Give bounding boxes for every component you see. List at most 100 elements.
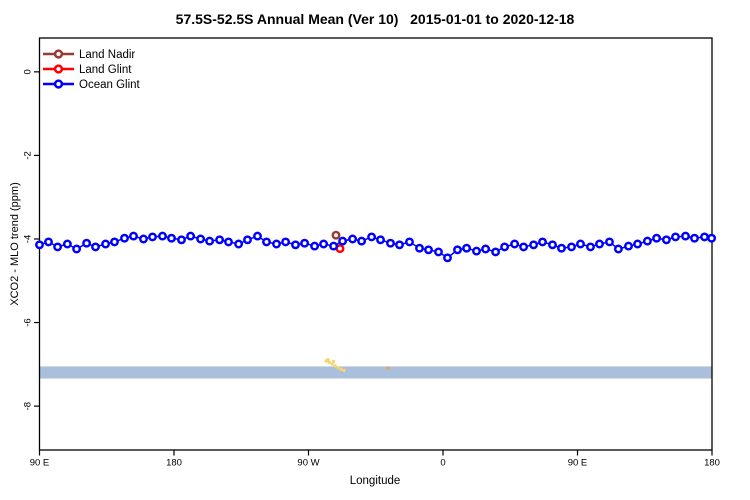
data-point-ocean-glint bbox=[624, 241, 633, 251]
data-point-ocean-glint bbox=[186, 231, 196, 241]
data-point-ocean-glint bbox=[586, 242, 595, 252]
data-point-ocean-glint bbox=[376, 235, 385, 245]
x-tick-label: 90 W bbox=[297, 458, 319, 469]
legend-marker-land-nadir bbox=[53, 49, 64, 59]
data-point-ocean-glint bbox=[529, 240, 539, 250]
data-point-ocean-glint bbox=[281, 237, 291, 247]
data-point-ocean-glint bbox=[224, 237, 233, 247]
y-tick-label: -6 bbox=[23, 318, 34, 326]
data-point-ocean-glint bbox=[491, 247, 501, 257]
x-tick-label: 90 E bbox=[30, 458, 50, 469]
terrain-dots-yellow bbox=[327, 360, 331, 364]
data-point-ocean-glint bbox=[158, 231, 167, 241]
data-point-ocean-glint bbox=[548, 240, 557, 250]
data-point-ocean-glint bbox=[613, 244, 623, 254]
data-point-ocean-glint bbox=[424, 245, 433, 255]
data-point-ocean-glint bbox=[357, 236, 367, 246]
data-point-ocean-glint bbox=[253, 231, 262, 241]
data-point-ocean-glint bbox=[177, 235, 186, 245]
data-point-ocean-glint bbox=[395, 240, 404, 250]
data-point-ocean-glint bbox=[310, 241, 320, 251]
terrain-dots-yellow bbox=[330, 362, 334, 366]
data-point-ocean-glint bbox=[167, 233, 176, 243]
data-point-ocean-glint bbox=[661, 235, 671, 245]
data-point-ocean-glint bbox=[44, 237, 53, 247]
terrain-dot-orange bbox=[386, 366, 390, 370]
terrain-dots-yellow bbox=[333, 364, 337, 368]
data-point-ocean-glint bbox=[291, 240, 300, 250]
data-point-ocean-glint bbox=[605, 237, 614, 247]
data-point-ocean-glint bbox=[53, 242, 63, 252]
data-point-ocean-glint bbox=[707, 233, 717, 243]
data-point-ocean-glint bbox=[215, 235, 225, 245]
data-point-ocean-glint bbox=[633, 239, 643, 249]
data-point-ocean-glint bbox=[300, 238, 310, 248]
chart-title: 57.5S-52.5S Annual Mean (Ver 10) 2015-01… bbox=[175, 11, 575, 27]
y-tick-label: -4 bbox=[23, 235, 34, 243]
data-point-ocean-glint bbox=[72, 244, 82, 254]
data-point-ocean-glint bbox=[567, 242, 576, 252]
legend-marker-ocean-glint bbox=[53, 79, 64, 89]
data-point-ocean-glint bbox=[519, 242, 529, 252]
data-point-ocean-glint bbox=[196, 234, 206, 244]
y-tick-label: 0 bbox=[23, 69, 34, 74]
data-point-ocean-glint bbox=[338, 236, 348, 246]
terrain-dots-yellow bbox=[331, 359, 336, 364]
data-point-ocean-glint bbox=[367, 232, 377, 242]
data-point-ocean-glint bbox=[101, 239, 111, 249]
data-point-ocean-glint bbox=[262, 237, 271, 247]
data-point-ocean-glint bbox=[453, 245, 462, 255]
terrain-dots-yellow bbox=[336, 365, 340, 370]
data-point-ocean-glint bbox=[272, 239, 281, 249]
data-point-ocean-glint bbox=[642, 236, 652, 246]
data-point-ocean-glint bbox=[405, 237, 414, 247]
x-tick-label: 0 bbox=[440, 458, 445, 469]
legend-label-ocean-glint: Ocean Glint bbox=[79, 79, 141, 91]
data-point-ocean-glint bbox=[510, 239, 520, 249]
terrain-dots-yellow bbox=[339, 367, 343, 372]
legend-label-land-nadir: Land Nadir bbox=[79, 49, 135, 61]
legend-label-land-glint: Land Glint bbox=[79, 64, 132, 76]
data-point-ocean-glint bbox=[35, 240, 44, 250]
data-point-ocean-glint bbox=[234, 239, 244, 249]
data-point-ocean-glint bbox=[462, 243, 472, 253]
data-point-ocean-glint bbox=[129, 231, 138, 241]
data-point-ocean-glint bbox=[110, 237, 119, 247]
data-point-ocean-glint bbox=[329, 241, 339, 251]
x-tick-label: 180 bbox=[704, 458, 720, 469]
data-point-ocean-glint bbox=[348, 234, 358, 244]
data-point-ocean-glint bbox=[671, 232, 680, 242]
data-point-ocean-glint bbox=[681, 231, 690, 241]
x-tick-label: 180 bbox=[166, 458, 182, 469]
x-tick-label: 90 E bbox=[568, 458, 588, 469]
data-point-ocean-glint bbox=[443, 253, 452, 263]
data-point-ocean-glint bbox=[386, 238, 395, 248]
data-point-ocean-glint bbox=[139, 234, 148, 244]
data-point-ocean-glint bbox=[690, 233, 699, 243]
surface-band bbox=[39, 366, 712, 379]
data-point-ocean-glint bbox=[538, 237, 547, 247]
data-point-ocean-glint bbox=[91, 242, 100, 252]
data-point-ocean-glint bbox=[472, 246, 481, 256]
data-point-ocean-glint bbox=[62, 239, 72, 249]
data-point-ocean-glint bbox=[82, 238, 92, 248]
data-point-land-nadir bbox=[331, 230, 341, 240]
data-point-ocean-glint bbox=[500, 242, 510, 252]
y-tick-label: -2 bbox=[23, 151, 34, 159]
data-point-ocean-glint bbox=[576, 239, 585, 249]
data-point-ocean-glint bbox=[243, 235, 252, 245]
x-axis-label: Longitude bbox=[349, 475, 401, 487]
y-tick-label: -8 bbox=[23, 402, 34, 410]
data-point-ocean-glint bbox=[148, 232, 157, 242]
data-point-ocean-glint bbox=[481, 244, 491, 254]
data-point-ocean-glint bbox=[120, 233, 129, 243]
data-point-ocean-glint bbox=[434, 247, 443, 257]
data-point-ocean-glint bbox=[205, 236, 215, 246]
data-point-ocean-glint bbox=[595, 239, 604, 249]
data-point-ocean-glint bbox=[700, 232, 709, 242]
data-point-ocean-glint bbox=[319, 239, 329, 249]
data-point-ocean-glint bbox=[557, 243, 566, 253]
terrain-dots-yellow bbox=[342, 368, 346, 373]
